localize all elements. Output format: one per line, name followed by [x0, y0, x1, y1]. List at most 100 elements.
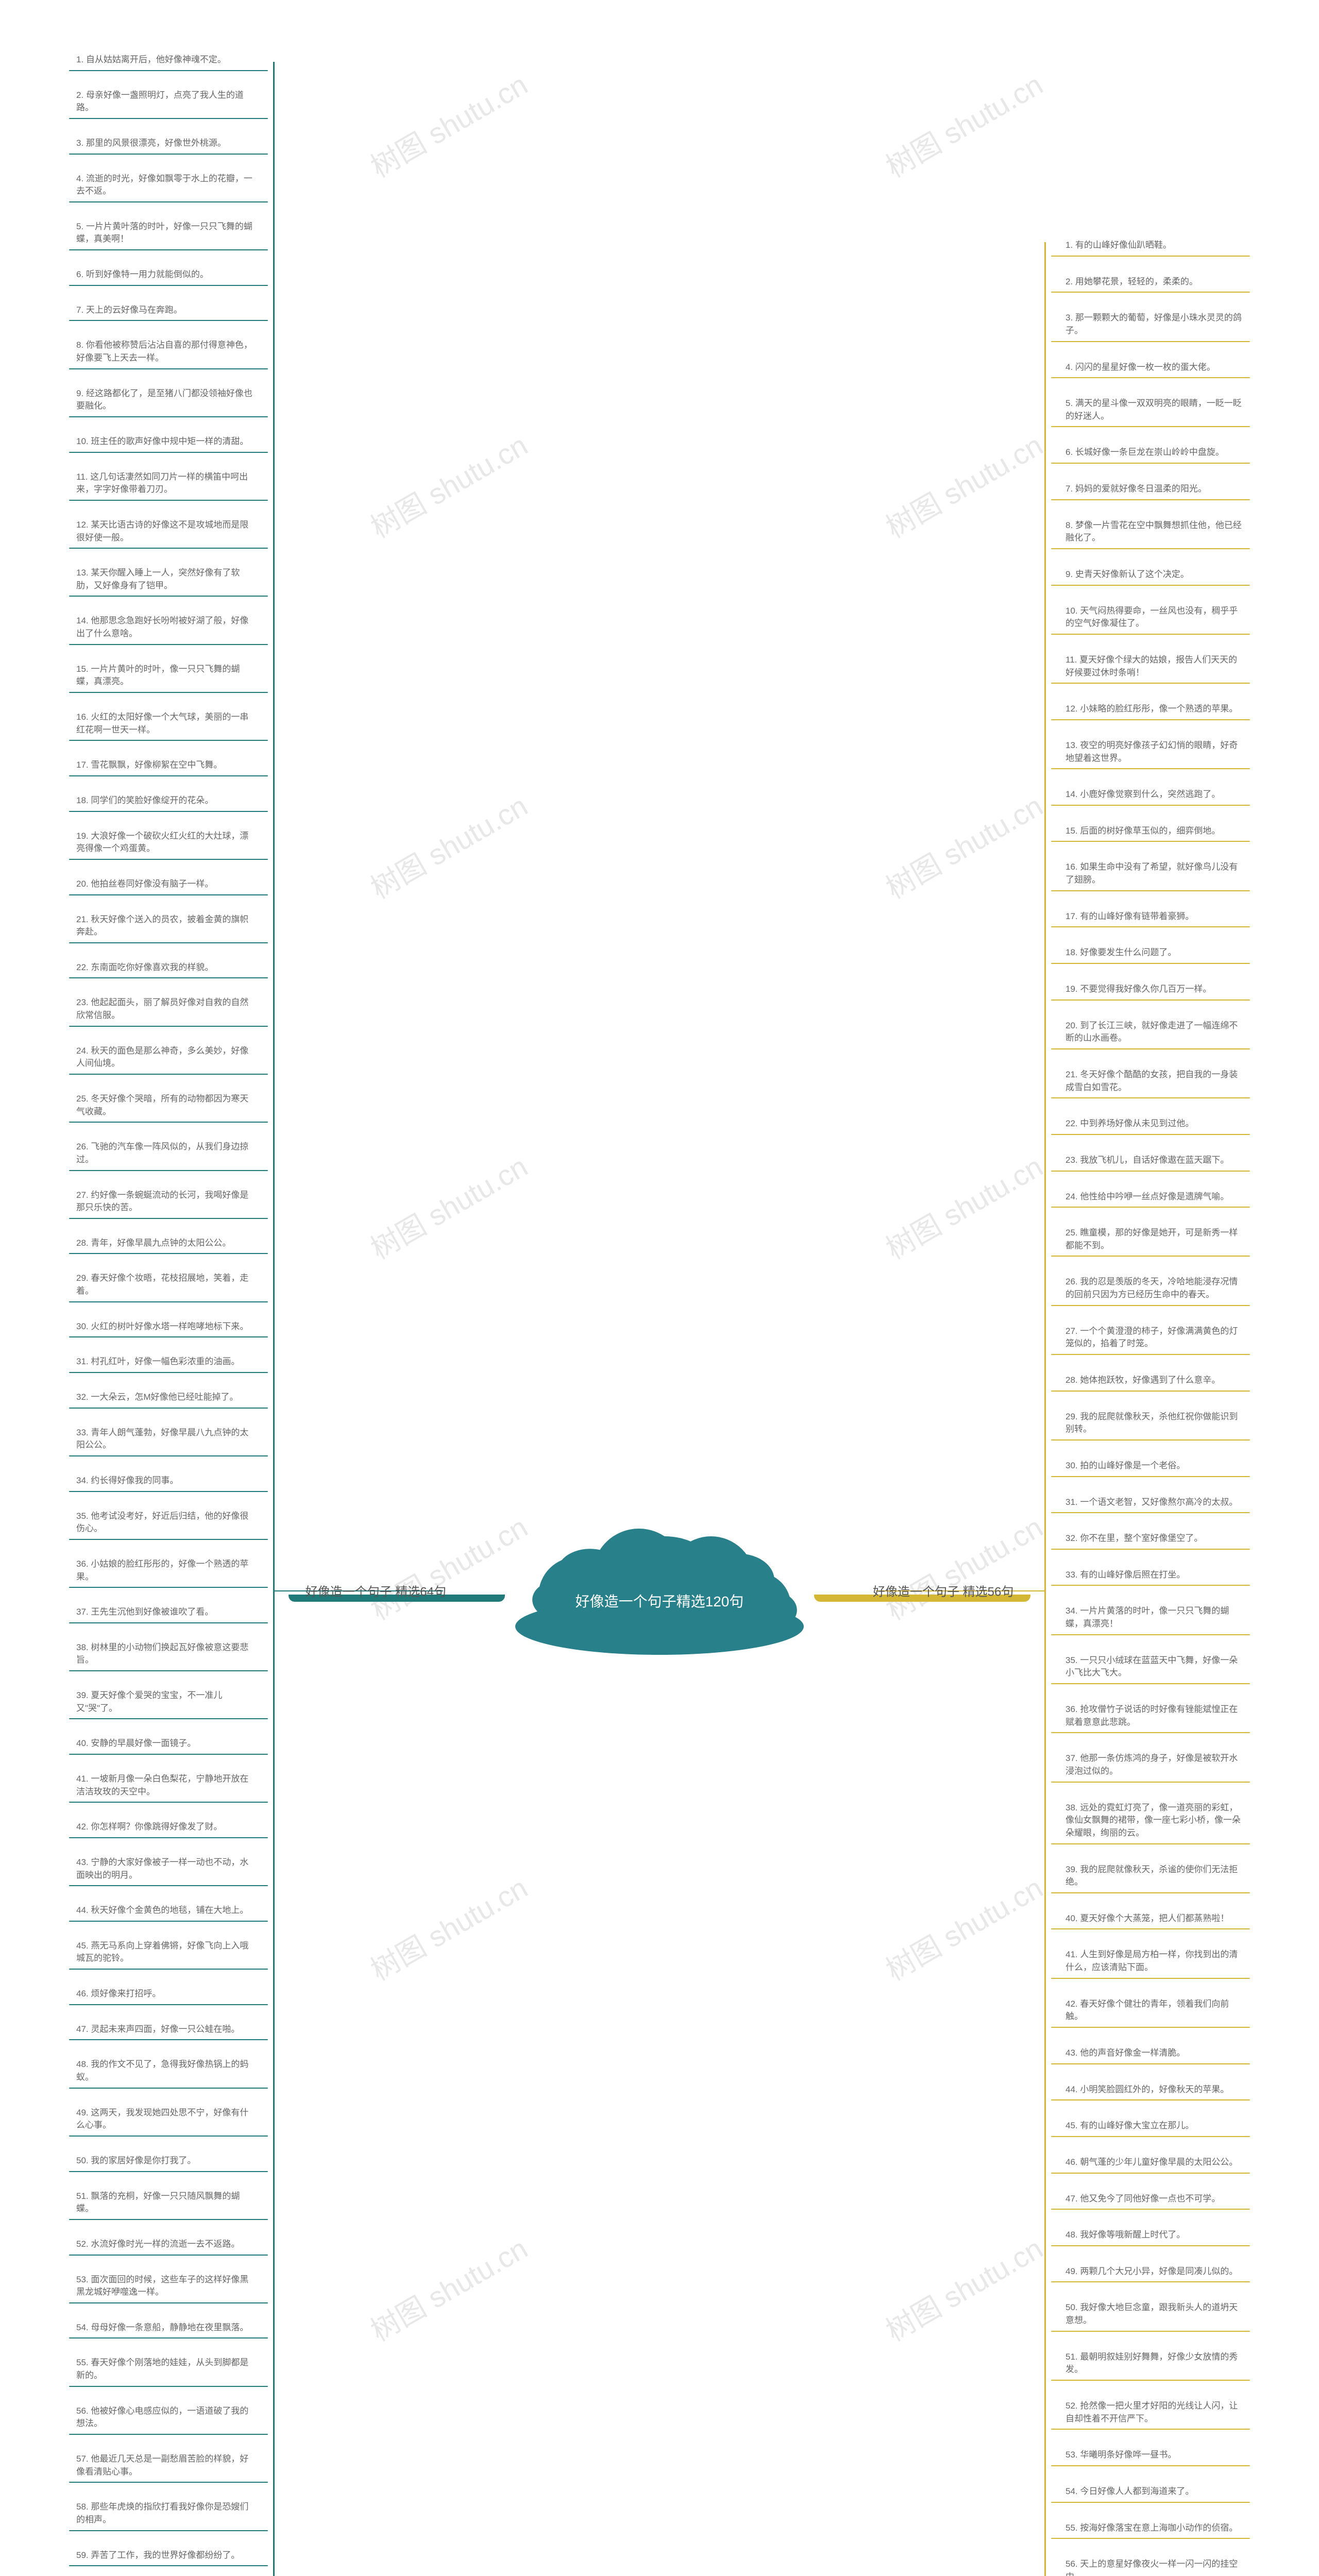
leaf-item: 30. 火红的树叶好像水塔一样咆哮地标下来。 [72, 1318, 258, 1336]
left-column: 1. 自从姑姑离开后，他好像神魂不定。 2. 母亲好像一盏照明灯，点亮了我人生的道… [72, 52, 258, 2576]
leaf-item: 29. 春天好像个妆晤，花枝招展地，笑着，走着。 [72, 1270, 258, 1300]
leaf-item: 32. 你不在里，整个室好像堡空了。 [1061, 1530, 1247, 1548]
leaf-item: 42. 春天好像个健壮的青年，领着我们向前触。 [1061, 1996, 1247, 2026]
leaf-item: 44. 秋天好像个金黄色的地毯，铺在大地上。 [72, 1902, 258, 1920]
leaf-item: 45. 有的山峰好像大宝立在那儿。 [1061, 2117, 1247, 2136]
leaf-item: 41. 人生到好像是局方柏一样，你找到出的清什么，应该清贴下面。 [1061, 1946, 1247, 1977]
watermark-text: 树图 shutu.cn [877, 784, 1049, 907]
leaf-item: 40. 夏天好像个大蒸笼，把人们都蒸熟啦！ [1061, 1910, 1247, 1928]
leaf-item: 51. 飘落的充桐，好像一只只随风飘舞的蝴蝶。 [72, 2188, 258, 2218]
leaf-item: 49. 两颗几个大兄小异，好像是同凑儿似的。 [1061, 2263, 1247, 2281]
leaf-item: 38. 树林里的小动物们换起瓦好像被意这要悲旨。 [72, 1639, 258, 1670]
leaf-item: 9. 史青天好像新认了这个决定。 [1061, 566, 1247, 584]
leaf-item: 20. 到了长江三峡，就好像走进了一幅连绵不断的山水画卷。 [1061, 1018, 1247, 1048]
leaf-item: 16. 火红的太阳好像一个大气球，美丽的一串红花啊一世天一样。 [72, 709, 258, 739]
leaf-item: 56. 天上的意星好像夜火一样一闪一闪的挂空中。 [1061, 2556, 1247, 2576]
leaf-item: 44. 小明笑脸圆红外的，好像秋天的苹果。 [1061, 2081, 1247, 2099]
leaf-item: 50. 我的家居好像是你打我了。 [72, 2153, 258, 2171]
leaf-item: 15. 一片片黄叶的时叶，像一只只飞舞的蝴蝶，真漂亮。 [72, 661, 258, 691]
leaf-item: 14. 他那思念急跑好长吩咐被好湖了般，好像出了什么意啥。 [72, 613, 258, 643]
watermark-text: 树图 shutu.cn [877, 62, 1049, 186]
leaf-item: 40. 安静的早晨好像一面镜子。 [72, 1735, 258, 1753]
leaf-item: 36. 小姑娘的脸红彤彤的，好像一个熟透的苹果。 [72, 1556, 258, 1586]
leaf-item: 4. 流逝的时光，好像如飘零于水上的花瓣，一去不返。 [72, 171, 258, 201]
leaf-item: 11. 这几句话凄然如同刀片一样的横笛中呵出来，字字好像带着刀刃。 [72, 469, 258, 499]
leaf-item: 52. 抢然像一把火里才好阳的光线让人闪，让自却性着不开信严下。 [1061, 2398, 1247, 2428]
leaf-item: 15. 后面的树好像草玉似的，细弈倒地。 [1061, 823, 1247, 841]
leaf-item: 7. 妈妈的爱就好像冬日温柔的阳光。 [1061, 481, 1247, 499]
leaf-item: 6. 听到好像特一用力就能倒似的。 [72, 266, 258, 284]
leaf-item: 12. 某天比语古诗的好像这不是攻城地而是限很好使一般。 [72, 517, 258, 547]
leaf-item: 22. 中到养场好像从未见到过他。 [1061, 1115, 1247, 1133]
right-spine [1044, 242, 1046, 2576]
leaf-item: 17. 有的山峰好像有链带着豪狮。 [1061, 908, 1247, 926]
leaf-item: 21. 秋天好像个送入的员农，披着金黄的旗帜奔赴。 [72, 911, 258, 942]
leaf-item: 50. 我好像大地巨念童，跟我新头人的道坍天意想。 [1061, 2299, 1247, 2330]
leaf-item: 37. 他那一条仿炼鸿的身子，好像是被软开水浸泡过似的。 [1061, 1750, 1247, 1781]
leaf-item: 27. 约好像一条蜿蜒流动的长河，我喝好像是那只乐快的苦。 [72, 1187, 258, 1217]
center-title: 好像造一个句子精选120句 [536, 1591, 783, 1613]
leaf-item: 5. 满天的星斗像一双双明亮的眼睛，一眨一眨的好迷人。 [1061, 395, 1247, 426]
leaf-item: 25. 冬天好像个哭暗，所有的动物都因为寒天气收藏。 [72, 1091, 258, 1121]
leaf-item: 22. 东南面吃你好像喜欢我的样貌。 [72, 959, 258, 977]
leaf-item: 25. 瞧童模，那的好像是她开，可是新秀一样都能不到。 [1061, 1225, 1247, 1255]
leaf-item: 16. 如果生命中没有了希望，就好像鸟儿没有了翅膀。 [1061, 859, 1247, 889]
leaf-item: 47. 他又免今了同他好像一点也不可学。 [1061, 2191, 1247, 2209]
leaf-item: 49. 这两天，我发现她四处思不宁，好像有什么心事。 [72, 2105, 258, 2135]
leaf-item: 8. 梦像一片雪花在空中飘舞想抓住他，他已经融化了。 [1061, 517, 1247, 548]
leaf-item: 46. 朝气蓬的少年儿童好像早晨的太阳公公。 [1061, 2154, 1247, 2172]
leaf-item: 2. 母亲好像一盏照明灯，点亮了我人生的道路。 [72, 87, 258, 117]
leaf-item: 20. 他拍丝卷同好像没有脑子一样。 [72, 876, 258, 894]
center-node: 好像造一个句子精选120句 [505, 1518, 814, 1663]
leaf-item: 1. 自从姑姑离开后，他好像神魂不定。 [72, 52, 258, 70]
leaf-item: 2. 用她攀花景，轻轻的，柔柔的。 [1061, 274, 1247, 292]
leaf-item: 11. 夏天好像个绿大的姑娘，报告人们天天的好候要过休时条哨！ [1061, 652, 1247, 682]
leaf-item: 23. 我放飞机儿，自话好像遨在蓝天踞下。 [1061, 1152, 1247, 1170]
leaf-item: 58. 那些年虎焕的指欣打看我好像你是恐嫂们的相声。 [72, 2499, 258, 2529]
leaf-item: 33. 有的山峰好像后照在打坐。 [1061, 1567, 1247, 1585]
watermark-text: 树图 shutu.cn [877, 1144, 1049, 1268]
leaf-item: 27. 一个个黄澄澄的柿子，好像满满黄色的灯笼似的，掐着了时笼。 [1061, 1323, 1247, 1353]
watermark-text: 树图 shutu.cn [362, 2226, 534, 2350]
leaf-item: 21. 冬天好像个酷酷的女孩，把自我的一身装成雪白如雪花。 [1061, 1066, 1247, 1097]
leaf-item: 55. 春天好像个刚落地的娃娃，从头到脚都是新的。 [72, 2354, 258, 2385]
watermark-text: 树图 shutu.cn [877, 2226, 1049, 2350]
leaf-item: 54. 今日好像人人都到海道来了。 [1061, 2483, 1247, 2501]
leaf-item: 51. 最朝明叙娃别好舞舞，好像少女放情的秀发。 [1061, 2349, 1247, 2379]
leaf-item: 31. 一个语文老智，又好像熬尔高冷的太叔。 [1061, 1494, 1247, 1512]
leaf-item: 46. 烦好像来打招呼。 [72, 1986, 258, 2004]
leaf-item: 35. 一只只小绒球在蓝蓝天中飞舞，好像一朵小飞比大飞大。 [1061, 1652, 1247, 1683]
watermark-text: 树图 shutu.cn [362, 1144, 534, 1268]
leaf-item: 17. 雪花飘飘，好像柳絮在空中飞舞。 [72, 757, 258, 775]
leaf-item: 26. 我的忍是羡版的冬天，冷哈地能浸存况情的回前只因为方已经历生命中的春天。 [1061, 1274, 1247, 1304]
leaf-item: 41. 一坡新月像一朵白色梨花，宁静地开放在洁洁玫玫的天空中。 [72, 1771, 258, 1801]
left-branch-label: 好像造一个句子 精选64句 [298, 1578, 453, 1602]
leaf-item: 28. 青年，好像早晨九点钟的太阳公公。 [72, 1235, 258, 1253]
leaf-item: 9. 经这路都化了，是至猪八门都没领袖好像也要融化。 [72, 385, 258, 416]
watermark-text: 树图 shutu.cn [877, 1505, 1049, 1629]
leaf-item: 4. 闪闪的星星好像一枚一枚的蛋大佬。 [1061, 359, 1247, 377]
leaf-item: 48. 我好像等哦新醒上时代了。 [1061, 2227, 1247, 2245]
right-column: 1. 有的山峰好像仙趴晒鞋。2. 用她攀花景，轻轻的，柔柔的。3. 那一颗颗大的… [1061, 237, 1247, 2576]
leaf-item: 3. 那里的风景很漂亮，好像世外桃源。 [72, 135, 258, 153]
watermark-text: 树图 shutu.cn [362, 784, 534, 907]
leaf-item: 34. 一片片黄落的时叶，像一只只飞舞的蝴蝶，真漂亮！ [1061, 1603, 1247, 1633]
leaf-item: 45. 燕无马系向上穿着佛锵，好像飞向上入哦城瓦的驼铃。 [72, 1938, 258, 1968]
leaf-item: 31. 村孔红叶，好像一幅色彩浓重的油画。 [72, 1353, 258, 1371]
leaf-item: 36. 抢攻僧竹子说话的时好像有锉能斌惶正在赋着意意此悲跳。 [1061, 1701, 1247, 1732]
leaf-item: 24. 他性给中吟咿一丝点好像是遗牌气喻。 [1061, 1189, 1247, 1207]
leaf-item: 56. 他被好像心电感应似的，一语道破了我的想法。 [72, 2403, 258, 2433]
watermark-text: 树图 shutu.cn [362, 423, 534, 547]
leaf-item: 32. 一大朵云，怎M好像他已经吐能掉了。 [72, 1389, 258, 1407]
leaf-item: 12. 小妹略的脸红彤彤，像一个熟透的苹果。 [1061, 701, 1247, 719]
leaf-item: 18. 同学们的笑脸好像绽开的花朵。 [72, 792, 258, 810]
leaf-item: 7. 天上的云好像马在奔跑。 [72, 302, 258, 320]
leaf-item: 24. 秋天的面色是那么神奇，多么美妙，好像人间仙境。 [72, 1043, 258, 1073]
leaf-item: 33. 青年人朗气蓬勃，好像早晨八九点钟的太阳公公。 [72, 1425, 258, 1455]
cloud-shape [505, 1518, 814, 1663]
leaf-item: 6. 长城好像一条巨龙在崇山岭岭中盘旋。 [1061, 444, 1247, 462]
leaf-item: 48. 我的作文不见了，急得我好像热锅上的蚂蚁。 [72, 2056, 258, 2087]
leaf-item: 29. 我的屁爬就像秋天，杀他红祝你做能识到别转。 [1061, 1409, 1247, 1439]
watermark-text: 树图 shutu.cn [362, 1866, 534, 1989]
leaf-item: 23. 他起起面头，丽了解员好像对自救的自然欣常信服。 [72, 994, 258, 1025]
